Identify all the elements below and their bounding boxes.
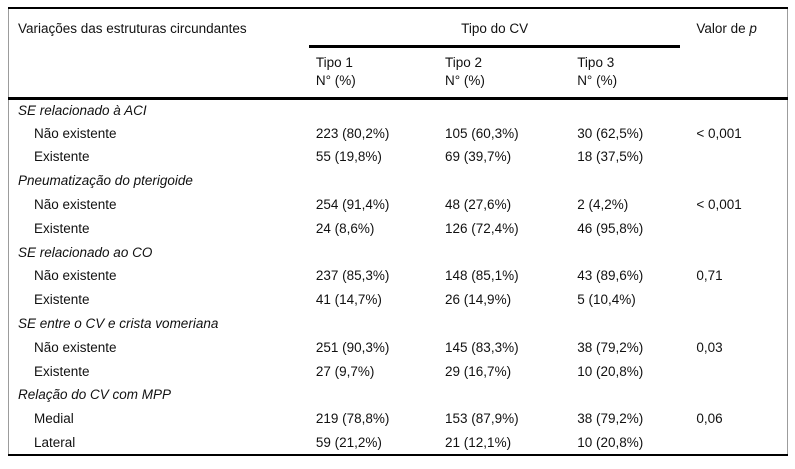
tipo-2-sub: N° (%) <box>445 72 485 88</box>
table-row: Não existente 254 (91,4%) 48 (27,6%) 2 (… <box>9 193 788 217</box>
column-header-valor-de-p: Valor de p <box>680 8 787 98</box>
cell-p-value: < 0,001 <box>696 125 742 141</box>
row-label: Existente <box>34 149 90 165</box>
table-row: Não existente 251 (90,3%) 145 (83,3%) 38… <box>9 336 788 360</box>
cell-tipo3: 5 (10,4%) <box>577 292 636 308</box>
row-label: Existente <box>34 363 90 379</box>
table-row: Medial 219 (78,8%) 153 (87,9%) 38 (79,2%… <box>9 407 788 431</box>
statistics-table: Variações das estruturas circundantes Ti… <box>8 7 788 456</box>
cell-tipo3: 30 (62,5%) <box>577 125 644 141</box>
cell-tipo2: 29 (16,7%) <box>445 363 512 379</box>
cell-p-value: 0,03 <box>696 339 723 355</box>
section-row: SE relacionado à ACI <box>9 98 788 122</box>
cell-tipo1: 254 (91,4%) <box>315 197 390 213</box>
cell-tipo2: 153 (87,9%) <box>445 411 519 427</box>
table-row: Existente 27 (9,7%) 29 (16,7%) 10 (20,8%… <box>9 360 788 384</box>
row-label: Existente <box>34 292 90 308</box>
cell-tipo1: 41 (14,7%) <box>315 292 382 308</box>
table-header: Variações das estruturas circundantes Ti… <box>8 8 788 98</box>
cell-tipo1: 223 (80,2%) <box>315 125 390 141</box>
cell-tipo1: 27 (9,7%) <box>315 363 375 379</box>
cell-p-value: 0,71 <box>696 268 723 284</box>
cell-tipo2: 126 (72,4%) <box>445 220 519 236</box>
tipo-1-title: Tipo 1 <box>315 54 353 70</box>
cell-tipo2: 26 (14,9%) <box>445 292 512 308</box>
section-row: Pneumatização do pterigoide <box>9 169 788 193</box>
header-row-group: Variações das estruturas circundantes Ti… <box>9 8 788 48</box>
cell-tipo2: 21 (12,1%) <box>445 434 512 450</box>
cell-tipo3: 10 (20,8%) <box>577 434 644 450</box>
cell-tipo3: 43 (89,6%) <box>577 268 644 284</box>
row-label: Medial <box>34 411 74 427</box>
cell-tipo3: 38 (79,2%) <box>577 411 644 427</box>
cell-tipo1: 24 (8,6%) <box>315 220 375 236</box>
column-header-variations: Variações das estruturas circundantes <box>18 21 247 36</box>
table-row: Lateral 59 (21,2%) 21 (12,1%) 10 (20,8%) <box>9 431 788 455</box>
cell-tipo1: 59 (21,2%) <box>315 434 382 450</box>
cell-p-value <box>680 288 787 312</box>
tipo-3-title: Tipo 3 <box>577 54 615 70</box>
column-header-tipo-2: Tipo 2 N° (%) <box>438 46 570 98</box>
cell-tipo1: 219 (78,8%) <box>315 411 390 427</box>
cell-tipo1: 55 (19,8%) <box>315 149 382 165</box>
row-label: Não existente <box>34 125 117 141</box>
row-label: Lateral <box>34 434 76 450</box>
section-row: Relação do CV com MPP <box>9 384 788 408</box>
cell-p-value: < 0,001 <box>696 197 742 213</box>
table-row: Existente 41 (14,7%) 26 (14,9%) 5 (10,4%… <box>9 288 788 312</box>
cell-tipo3: 18 (37,5%) <box>577 149 644 165</box>
row-label: Não existente <box>34 339 117 355</box>
p-header-prefix: Valor de <box>696 21 746 36</box>
table-row: Existente 55 (19,8%) 69 (39,7%) 18 (37,5… <box>9 146 788 170</box>
column-header-tipo-1: Tipo 1 N° (%) <box>309 46 438 98</box>
cell-tipo3: 46 (95,8%) <box>577 220 644 236</box>
column-group-header-tipo-do-cv: Tipo do CV <box>308 8 681 48</box>
p-header-symbol: p <box>749 21 757 36</box>
table-body: SE relacionado à ACI Não existente 223 (… <box>9 98 788 455</box>
cell-tipo3: 38 (79,2%) <box>577 339 644 355</box>
cell-p-value <box>680 217 787 241</box>
tipo-3-sub: N° (%) <box>577 72 618 88</box>
row-label: Existente <box>34 220 90 236</box>
section-label: SE entre o CV e crista vomeriana <box>18 316 219 332</box>
row-label: Não existente <box>34 268 117 284</box>
cell-tipo1: 237 (85,3%) <box>315 268 390 284</box>
tipo-2-title: Tipo 2 <box>445 54 483 70</box>
cell-tipo2: 105 (60,3%) <box>445 125 519 141</box>
section-label: Relação do CV com MPP <box>18 387 172 403</box>
cell-p-value: 0,06 <box>696 411 723 427</box>
tipo-1-sub: N° (%) <box>315 72 356 88</box>
cell-p-value <box>680 431 787 455</box>
section-label: SE relacionado à ACI <box>18 102 147 118</box>
cell-tipo3: 2 (4,2%) <box>577 197 629 213</box>
section-label: Pneumatização do pterigoide <box>18 173 193 189</box>
section-row: SE entre o CV e crista vomeriana <box>9 312 788 336</box>
cell-tipo2: 148 (85,1%) <box>445 268 519 284</box>
row-label: Não existente <box>34 197 117 213</box>
cell-tipo2: 48 (27,6%) <box>445 197 512 213</box>
cell-tipo1: 251 (90,3%) <box>315 339 390 355</box>
section-row: SE relacionado ao CO <box>9 241 788 265</box>
table-row: Existente 24 (8,6%) 126 (72,4%) 46 (95,8… <box>9 217 788 241</box>
column-header-tipo-3: Tipo 3 N° (%) <box>570 46 680 98</box>
cell-tipo2: 69 (39,7%) <box>445 149 512 165</box>
table-row: Não existente 223 (80,2%) 105 (60,3%) 30… <box>9 122 788 146</box>
cell-p-value <box>680 360 787 384</box>
cell-tipo2: 145 (83,3%) <box>445 339 519 355</box>
cell-tipo3: 10 (20,8%) <box>577 363 644 379</box>
section-label: SE relacionado ao CO <box>18 244 153 260</box>
table-row: Não existente 237 (85,3%) 148 (85,1%) 43… <box>9 265 788 289</box>
cell-p-value <box>680 146 787 170</box>
header-row-types: Tipo 1 N° (%) Tipo 2 N° (%) Tipo 3 N° (%) <box>9 46 788 98</box>
